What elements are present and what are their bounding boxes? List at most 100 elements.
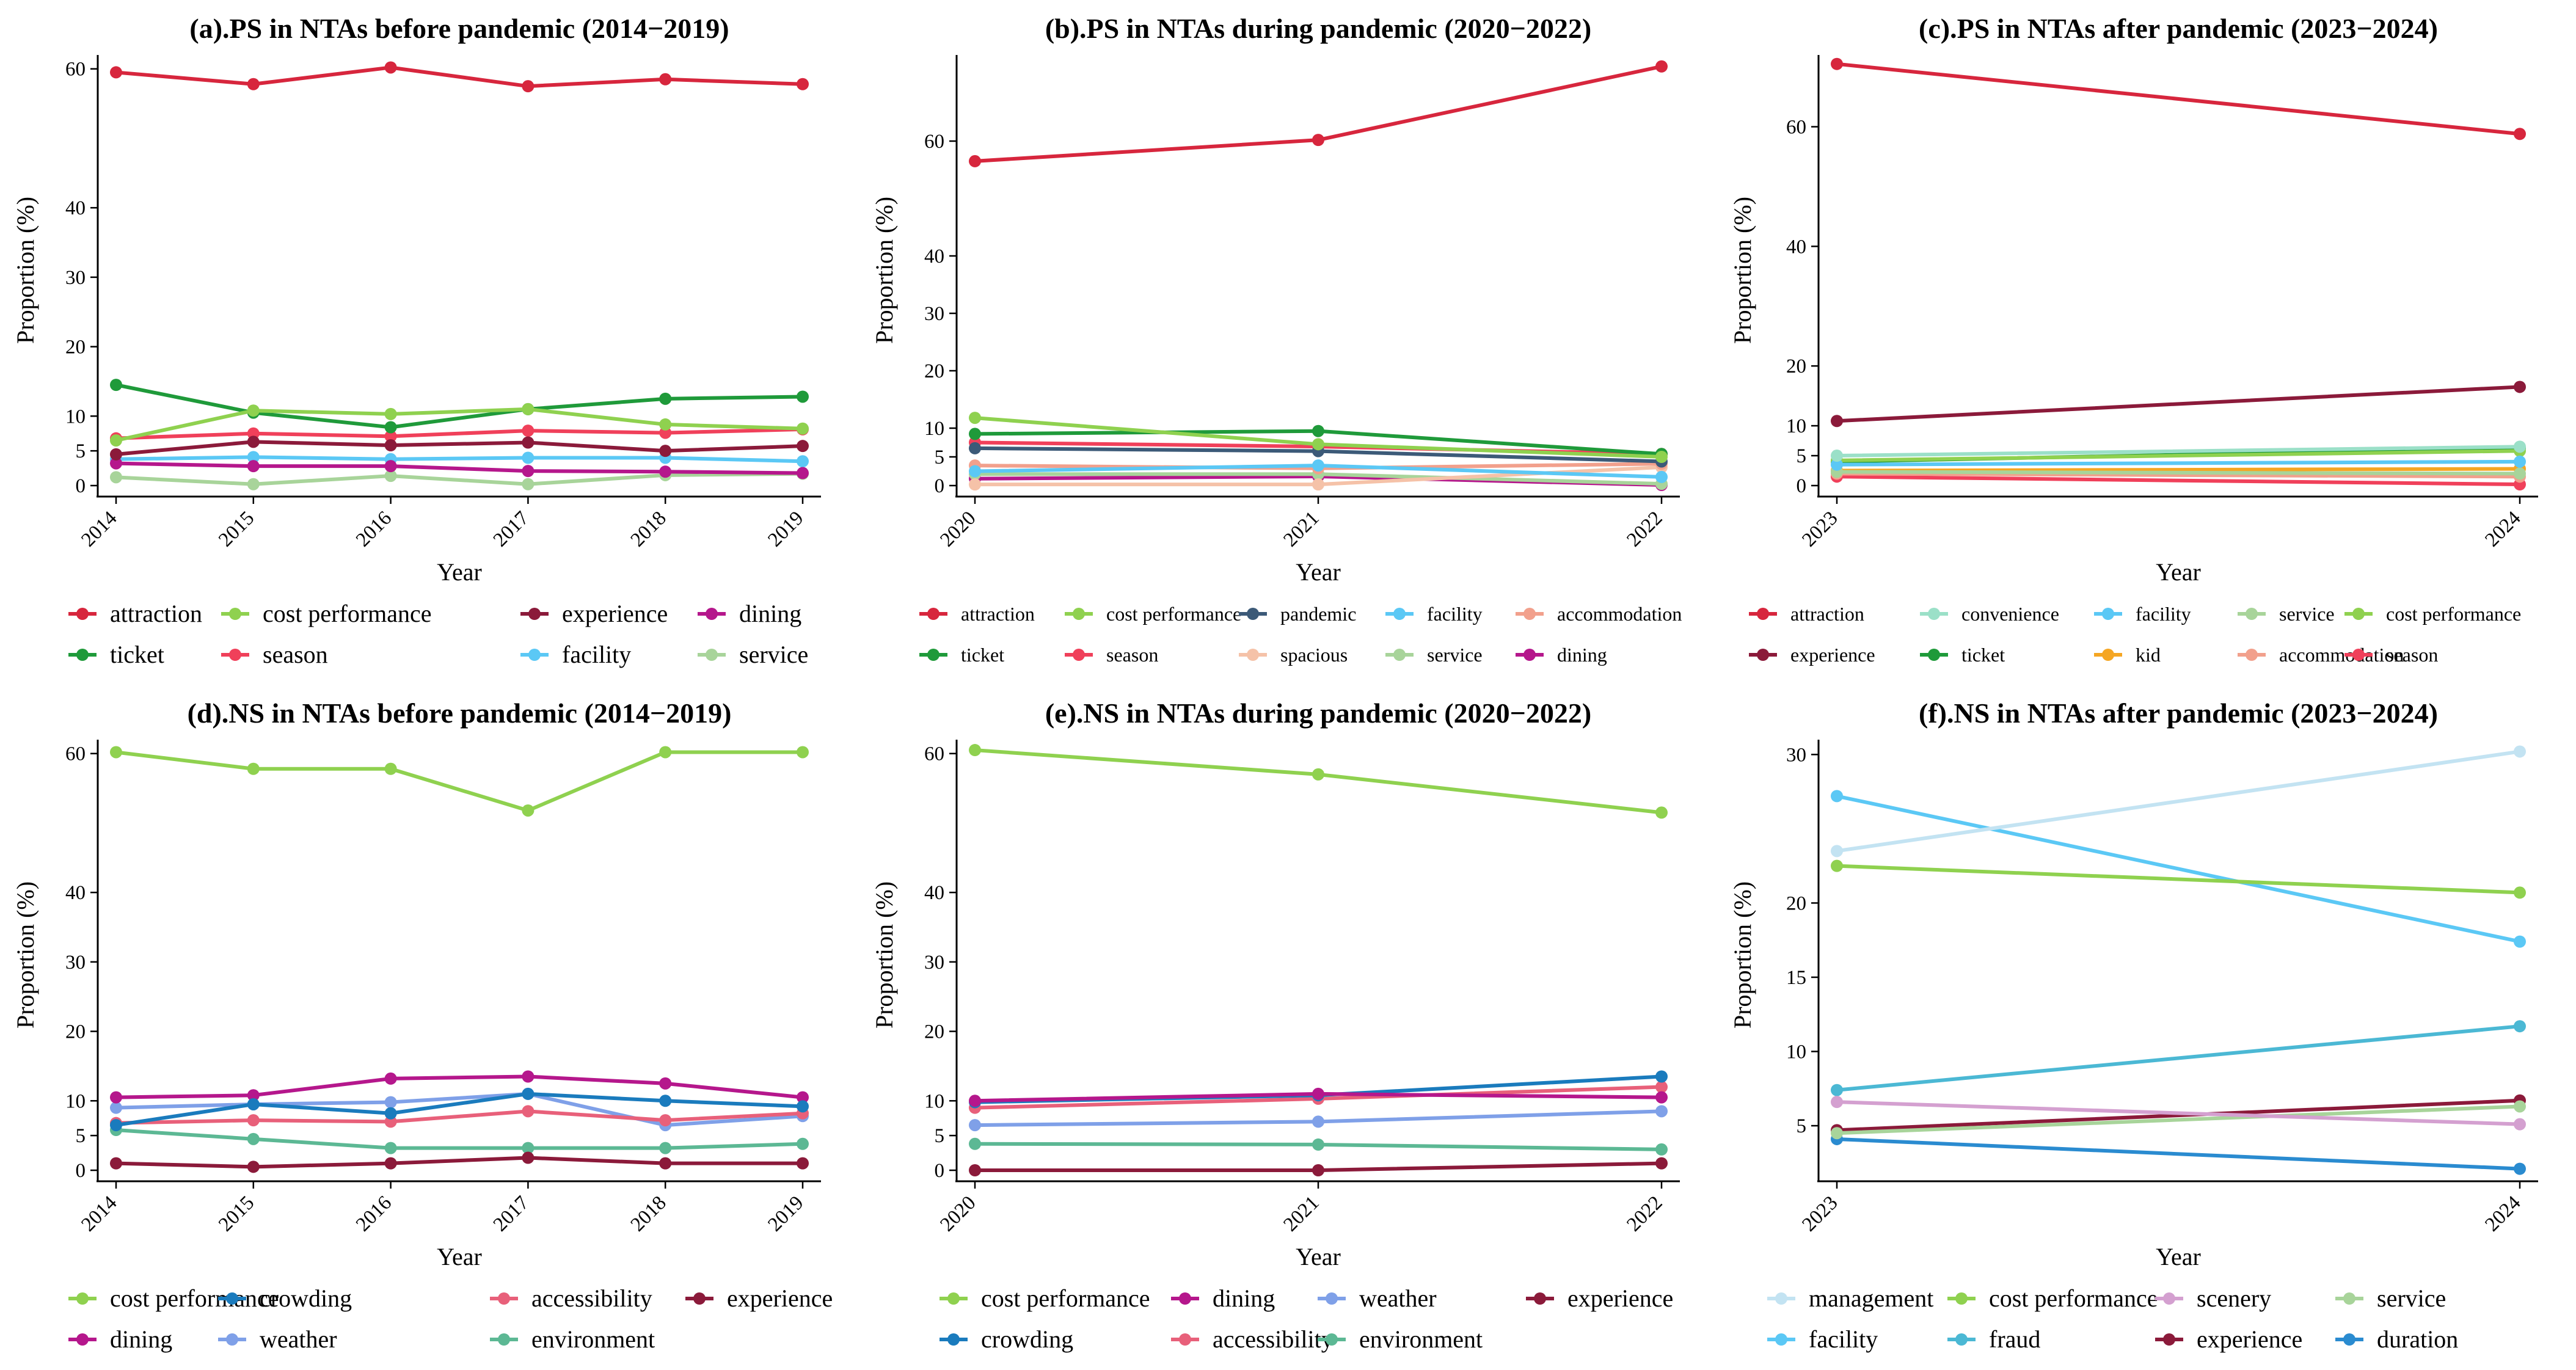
legend-item-facility: facility [2094, 603, 2191, 625]
series-line-accessibility [114, 1109, 805, 1125]
y-tick-label: 60 [924, 131, 944, 153]
legend-item-ticket: ticket [68, 641, 164, 668]
data-point-service [384, 470, 397, 483]
chart-svg: (d).NS in NTAs before pandemic (2014−201… [12, 698, 833, 1353]
data-point-weather [1655, 1105, 1668, 1118]
legend-label: management [1809, 1284, 1933, 1312]
legend-label: accommodation [2279, 644, 2404, 666]
legend-label: service [2377, 1284, 2446, 1312]
y-tick-label: 30 [1786, 744, 1806, 766]
data-point-ticket [659, 392, 672, 405]
legend-swatch-point [927, 649, 940, 661]
y-tick-label: 20 [1786, 892, 1806, 914]
legend-swatch-point [2102, 649, 2114, 661]
legend-swatch-point [1523, 608, 1536, 620]
y-tick-label: 5 [1797, 1115, 1807, 1137]
legend-item-experience: experience [685, 1284, 833, 1312]
data-point-experience [2514, 381, 2526, 393]
legend-item-dining: dining [1516, 644, 1607, 666]
x-tick-label: 2021 [1279, 1192, 1323, 1236]
legend-label: service [2279, 603, 2335, 625]
data-point-accessibility [522, 1105, 535, 1118]
data-point-dining [659, 465, 672, 478]
legend-swatch-point [1393, 649, 1406, 661]
series-line-season [114, 427, 805, 440]
panel-a: (a).PS in NTAs before pandemic (2014−201… [0, 0, 859, 685]
legend-label: ticket [110, 641, 164, 668]
data-point-dining [384, 1072, 397, 1085]
legend-label: dining [1557, 644, 1607, 666]
legend-label: facility [562, 641, 631, 668]
legend-item-duration: duration [2335, 1325, 2458, 1353]
legend-label: cost performance [1106, 603, 1241, 625]
legend-item-crowding: crowding [940, 1325, 1073, 1353]
data-point-facility [247, 451, 260, 464]
data-point-environment [797, 1137, 809, 1150]
legend-label: fraud [1989, 1325, 2040, 1353]
data-point-crowding [522, 1087, 535, 1100]
legend-label: duration [2377, 1325, 2458, 1353]
legend-swatch-point [226, 1292, 238, 1305]
series-group [110, 61, 809, 490]
legend-label: season [2386, 644, 2438, 666]
data-point-experience [110, 448, 122, 461]
data-point-attraction [969, 155, 981, 167]
x-tick-label: 2022 [1622, 507, 1666, 551]
y-tick-label: 10 [65, 406, 86, 428]
series-group [110, 746, 809, 1173]
legend-swatch-point [2246, 608, 2258, 620]
data-point-weather [1312, 1115, 1324, 1128]
legend-item-ticket: ticket [1920, 644, 2005, 666]
x-tick-label: 2023 [1798, 507, 1842, 551]
legend-swatch-point [2343, 1292, 2355, 1305]
legend-item-fraud: fraud [1947, 1325, 2040, 1353]
y-tick-label: 30 [924, 303, 944, 325]
legend-label: accommodation [1557, 603, 1682, 625]
legend-label: experience [727, 1284, 833, 1312]
data-point-scenery [1831, 1096, 1843, 1109]
legend-swatch-point [947, 1333, 960, 1346]
legend-item-ticket: ticket [919, 644, 1004, 666]
data-point-fraud [1831, 1084, 1843, 1096]
legend-swatch-point [947, 1292, 960, 1305]
x-tick-label: 2024 [2481, 1192, 2525, 1236]
legend-swatch-point [498, 1292, 510, 1305]
data-point-facility [522, 451, 535, 464]
data-point-attraction [110, 66, 122, 79]
y-tick-label: 60 [924, 743, 944, 765]
series-line-attraction [973, 64, 1663, 163]
legend-item-attraction: attraction [919, 603, 1035, 625]
data-point-cost-performance [384, 762, 397, 775]
legend-swatch-point [1757, 608, 1769, 620]
legend-item-experience: experience [520, 600, 668, 627]
chart-svg: (c).PS in NTAs after pandemic (2023−2024… [1729, 13, 2538, 666]
data-point-facility [2514, 935, 2526, 948]
legend-swatch-point [1247, 649, 1259, 661]
data-point-dining [522, 1070, 535, 1083]
data-point-experience [110, 1157, 122, 1170]
data-point-cost-performance [1655, 806, 1668, 819]
data-point-attraction [2514, 128, 2526, 140]
y-axis-label: Proportion (%) [12, 197, 39, 344]
legend-item-experience: experience [2155, 1325, 2302, 1353]
legend-label: spacious [1280, 644, 1348, 666]
data-point-cost-performance [797, 422, 809, 435]
data-point-environment [1655, 1143, 1668, 1156]
legend-label: dining [739, 600, 801, 627]
legend-item-management: management [1767, 1284, 1933, 1312]
legend-label: attraction [961, 603, 1035, 625]
x-tick-label: 2024 [2481, 507, 2525, 551]
legend-item-service: service [1385, 644, 1483, 666]
data-point-experience [247, 1160, 260, 1173]
y-tick-label: 10 [1786, 1041, 1806, 1063]
y-tick-label: 40 [65, 197, 86, 219]
series-line-experience [114, 1156, 805, 1169]
x-tick-label: 2014 [77, 1192, 121, 1236]
data-point-crowding [797, 1100, 809, 1113]
panel-b: (b).PS in NTAs during pandemic (2020−202… [859, 0, 1718, 685]
series-line-attraction [114, 65, 805, 89]
data-point-attraction [1655, 60, 1668, 73]
y-tick-label: 40 [924, 882, 944, 904]
y-tick-label: 20 [1786, 355, 1806, 377]
y-tick-label: 0 [935, 475, 945, 497]
